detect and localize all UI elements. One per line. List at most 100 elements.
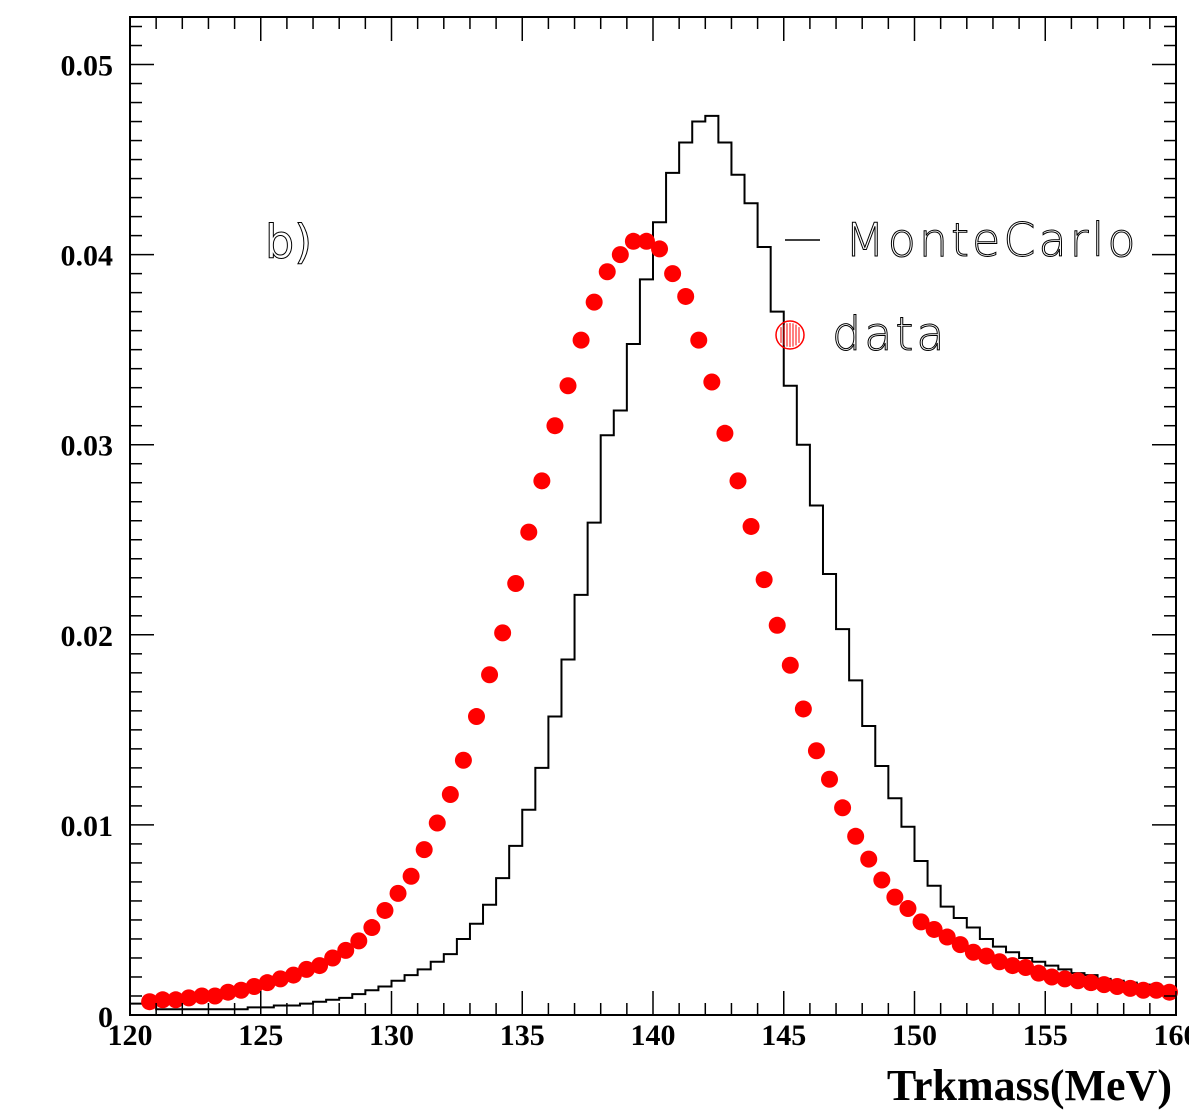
data-point <box>716 424 734 442</box>
data-point <box>1030 964 1048 982</box>
data-point <box>964 943 982 961</box>
legend-data-marker-ring <box>775 320 805 350</box>
y-tick-label: 0.04 <box>61 240 114 273</box>
data-point <box>376 901 394 919</box>
data-point <box>873 871 891 889</box>
data-point <box>572 331 590 349</box>
data-point <box>912 913 930 931</box>
data-point <box>624 232 642 250</box>
data-point <box>481 666 499 684</box>
data-point <box>441 785 459 803</box>
data-point <box>180 989 198 1007</box>
data-point <box>1121 979 1139 997</box>
data-point <box>559 377 577 395</box>
data-point <box>938 928 956 946</box>
data-point <box>245 977 263 995</box>
data-point <box>350 932 368 950</box>
data-point <box>258 974 276 992</box>
data-point <box>271 970 289 988</box>
x-tick-label: 120 <box>108 1019 153 1052</box>
data-point <box>951 936 969 954</box>
x-tick-label: 140 <box>631 1019 676 1052</box>
data-point <box>807 742 825 760</box>
data-point <box>232 981 250 999</box>
x-tick-label: 135 <box>500 1019 545 1052</box>
data-point <box>467 708 485 726</box>
data-point <box>494 624 512 642</box>
data-point <box>206 987 224 1005</box>
data-point <box>690 331 708 349</box>
y-tick-label: 0.03 <box>61 430 114 463</box>
data-point <box>507 574 525 592</box>
x-tick-label: 125 <box>238 1019 283 1052</box>
panel-label: b) <box>265 215 312 269</box>
y-tick-label: 0.05 <box>61 50 114 83</box>
data-point <box>990 953 1008 971</box>
legend-data-label: data <box>832 307 948 361</box>
data-point <box>337 941 355 959</box>
data-point <box>324 949 342 967</box>
data-point <box>454 751 472 769</box>
y-tick-label: 0 <box>98 1001 113 1034</box>
data-point <box>598 263 616 281</box>
data-point <box>141 993 159 1011</box>
data-point <box>637 232 655 250</box>
data-point <box>546 417 564 435</box>
data-point <box>154 991 172 1009</box>
data-point <box>402 867 420 885</box>
data-point <box>1082 974 1100 992</box>
data-point <box>1056 970 1074 988</box>
data-point <box>781 656 799 674</box>
data-point <box>533 472 551 490</box>
data-point <box>886 888 904 906</box>
data-point <box>611 246 629 264</box>
data-point <box>585 293 603 311</box>
data-point <box>1043 968 1061 986</box>
data-point <box>677 287 695 305</box>
data-point <box>977 947 995 965</box>
data-point <box>1095 976 1113 994</box>
data-point <box>389 884 407 902</box>
x-tick-label: 145 <box>761 1019 806 1052</box>
data-point <box>1004 957 1022 975</box>
plot-frame <box>129 16 1177 1016</box>
data-point <box>167 991 185 1009</box>
legend-data-marker <box>775 320 805 350</box>
data-point <box>193 987 211 1005</box>
data-point <box>219 983 237 1001</box>
x-tick-label: 150 <box>892 1019 937 1052</box>
data-point <box>284 966 302 984</box>
data-point <box>755 571 773 589</box>
data-point <box>834 799 852 817</box>
data-point <box>311 957 329 975</box>
data-point <box>847 827 865 845</box>
data-point <box>768 616 786 634</box>
x-tick-label: 160 <box>1154 1019 1189 1052</box>
data-point <box>794 700 812 718</box>
data-point <box>1134 981 1152 999</box>
y-tick-label: 0.01 <box>61 810 114 843</box>
data-point <box>899 900 917 918</box>
data-point <box>1069 972 1087 990</box>
data-point <box>821 770 839 788</box>
data-point <box>363 919 381 937</box>
data-point <box>925 920 943 938</box>
data-point <box>729 472 747 490</box>
data-point <box>298 960 316 978</box>
data-point <box>703 373 721 391</box>
x-tick-label: 155 <box>1023 1019 1068 1052</box>
data-point <box>428 814 446 832</box>
legend-montecarlo-label: MonteCarlo <box>845 213 1138 267</box>
y-tick-label: 0.02 <box>61 620 114 653</box>
data-point <box>651 240 669 258</box>
data-point <box>1108 977 1126 995</box>
x-tick-label: 130 <box>369 1019 414 1052</box>
data-point <box>664 265 682 283</box>
data-point <box>742 517 760 535</box>
data-point <box>1147 981 1165 999</box>
x-axis-title: Trkmass(MeV) <box>887 1061 1172 1110</box>
data-point <box>520 523 538 541</box>
data-point <box>1017 958 1035 976</box>
data-point <box>415 841 433 859</box>
